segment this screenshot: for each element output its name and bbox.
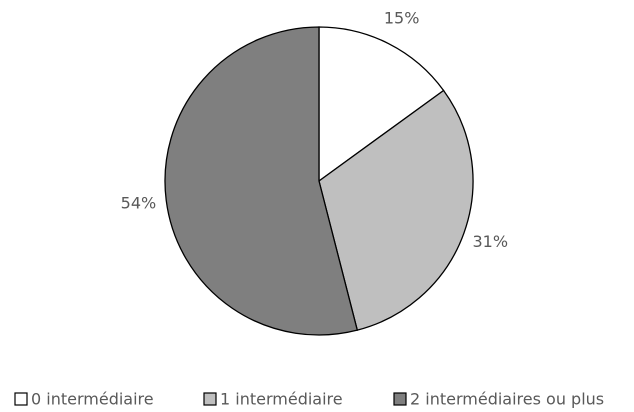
- data-label: 31%: [472, 232, 508, 251]
- legend-label: 1 intermédiaire: [220, 390, 343, 409]
- pie-slice: [318, 89, 474, 331]
- pie-slice: [318, 26, 445, 183]
- data-label: 54%: [121, 193, 157, 212]
- legend-swatch: [14, 392, 28, 406]
- pie-slice: [164, 26, 359, 336]
- legend-swatch: [203, 392, 217, 406]
- legend-swatch: [393, 392, 407, 406]
- legend-label: 0 intermédiaire: [31, 390, 154, 409]
- data-label: 15%: [384, 8, 420, 27]
- legend-label: 2 intermédiaires ou plus: [410, 390, 604, 409]
